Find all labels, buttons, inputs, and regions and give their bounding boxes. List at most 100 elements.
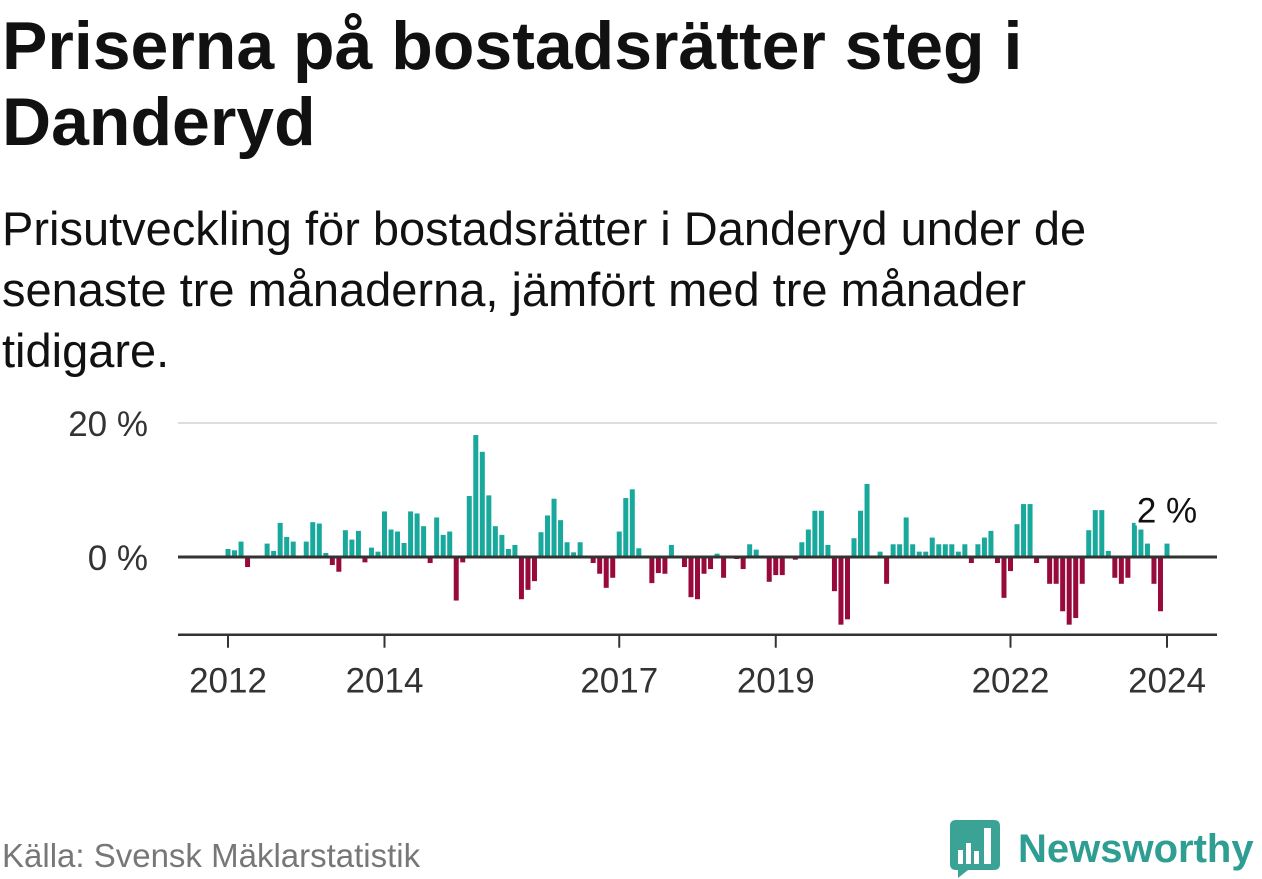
bar-positive (923, 551, 929, 557)
bar-positive (1131, 522, 1137, 557)
bar-positive (408, 511, 414, 557)
bar-positive (1099, 510, 1105, 557)
x-tick-label: 2022 (972, 662, 1050, 701)
bar-positive (395, 531, 401, 557)
bar-positive (1086, 530, 1092, 557)
bar-negative (518, 557, 524, 600)
bar-positive (805, 529, 811, 557)
bar-positive (799, 542, 805, 557)
bar-negative (968, 557, 974, 564)
bar-positive (936, 544, 942, 557)
bar-positive (1138, 529, 1144, 557)
bar-positive (538, 532, 544, 557)
bar-negative (531, 557, 537, 582)
bar-negative (994, 557, 1000, 564)
bar-negative (1118, 557, 1124, 584)
x-tick-label: 2024 (1128, 662, 1206, 701)
bar-negative (844, 557, 850, 620)
bar-positive (479, 451, 485, 557)
bar-positive (421, 526, 427, 557)
bar-positive (942, 544, 948, 557)
bar-negative (831, 557, 837, 592)
bar-positive (897, 544, 903, 557)
bar-positive (551, 498, 557, 557)
bar-negative (1151, 557, 1157, 584)
bar-positive (571, 552, 577, 557)
bar-negative (1112, 557, 1118, 578)
bar-positive (375, 551, 381, 557)
bar-negative (362, 557, 368, 563)
bar-negative (740, 557, 746, 570)
bar-positive (466, 496, 472, 557)
bar-positive (1027, 504, 1033, 557)
bar-negative (1125, 557, 1131, 578)
bar-positive (825, 544, 831, 557)
bar-positive (903, 517, 909, 557)
bar-positive (668, 544, 674, 557)
bar-positive (747, 544, 753, 557)
bar-positive (564, 542, 570, 557)
y-tick-label: 20 % (68, 405, 148, 444)
bar-positive (558, 520, 564, 557)
bar-negative (245, 557, 251, 568)
bar-positive (975, 544, 981, 557)
bar-negative (688, 557, 694, 598)
bar-positive (492, 526, 498, 557)
bar-negative (460, 557, 466, 563)
bar-negative (453, 557, 459, 601)
bar-negative (1008, 557, 1013, 572)
bar-positive (949, 544, 955, 557)
bar-positive (818, 510, 824, 557)
bar-positive (616, 531, 622, 557)
brand-logo: Newsworthy (950, 820, 1254, 878)
bar-positive (382, 511, 387, 557)
bar-positive (545, 515, 551, 557)
bar-negative (681, 557, 687, 568)
bar-positive (1014, 524, 1020, 557)
bar-positive (440, 534, 446, 557)
bar-positive (349, 539, 355, 557)
bar-positive (473, 435, 479, 557)
bar-positive (981, 537, 987, 557)
bar-negative (336, 557, 342, 572)
bar-negative (1073, 557, 1079, 618)
bar-positive (447, 531, 453, 557)
bar-positive (623, 498, 629, 557)
chart-title: Priserna på bostadsrätter steg i Dandery… (2, 8, 1023, 160)
bar-negative (603, 557, 609, 588)
bar-positive (988, 530, 994, 557)
bar-positive (401, 542, 407, 557)
bar-positive (499, 534, 505, 557)
bar-positive (812, 510, 818, 557)
bar-positive (1092, 510, 1098, 557)
bar-positive (1144, 543, 1150, 557)
chart-subtitle: Prisutveckling för bostadsrätter i Dande… (2, 202, 1087, 377)
bar-positive (753, 549, 759, 557)
bar-positive (629, 489, 635, 557)
bar-positive (864, 483, 870, 557)
x-tick-label: 2014 (346, 662, 424, 701)
bar-positive (434, 517, 440, 557)
bar-negative (1066, 557, 1072, 625)
bar-positive (877, 551, 883, 557)
bar-positive (368, 547, 374, 557)
bar-positive (414, 513, 420, 557)
bar-positive (929, 537, 935, 557)
bar-negative (1060, 557, 1066, 612)
bar-positive (962, 544, 968, 557)
bar-negative (649, 557, 655, 584)
bar-negative (766, 557, 772, 582)
bar-negative (610, 557, 616, 578)
bar-negative (779, 557, 785, 576)
bar-negative (708, 557, 714, 570)
x-tick-label: 2017 (580, 662, 658, 701)
chart: 20 % 0 % 2012 2014 2017 2019 2022 2024 2 % (0, 380, 1262, 720)
bar-positive (284, 536, 290, 557)
x-tick-label: 2012 (189, 662, 267, 701)
bar-positive (858, 510, 864, 557)
bar-negative (773, 557, 779, 576)
value-annotation: 2 % (1137, 492, 1197, 531)
bar-positive (316, 523, 322, 557)
brand-name: Newsworthy (1018, 827, 1254, 871)
bar-positive (225, 548, 231, 557)
